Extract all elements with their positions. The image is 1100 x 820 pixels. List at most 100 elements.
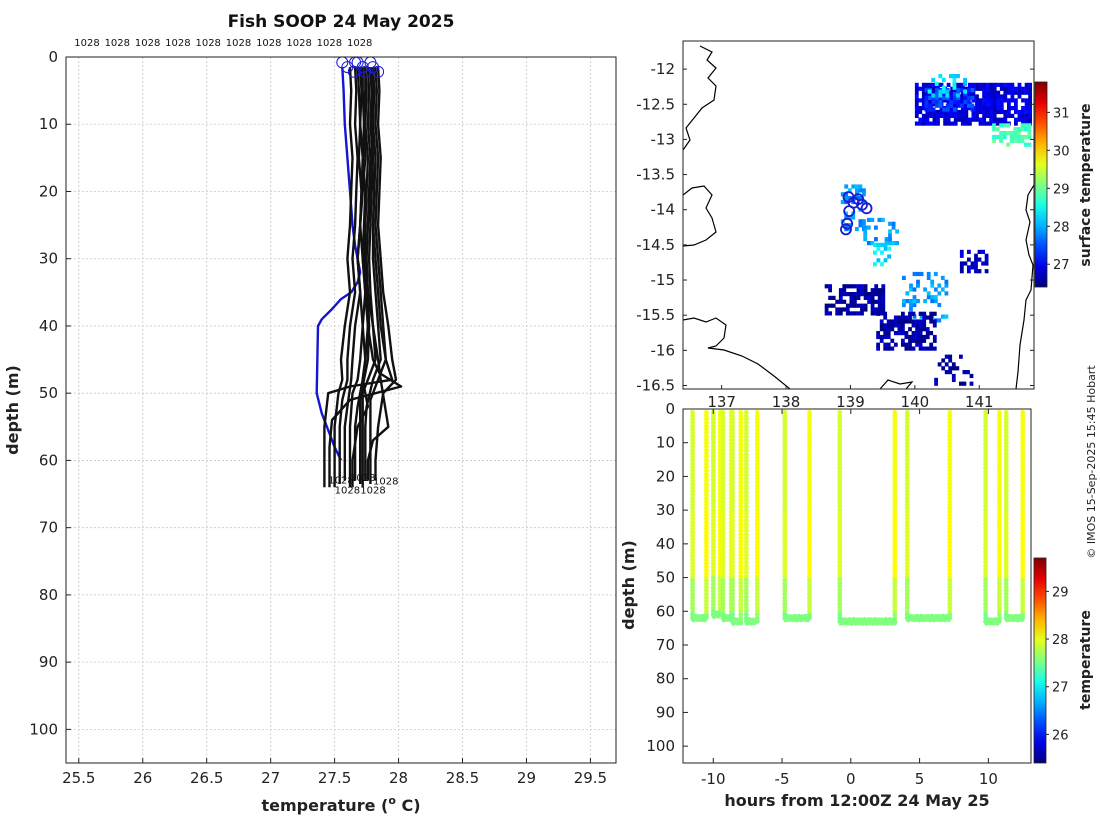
profiles-y-tick-label: 60 [39, 451, 58, 469]
map-sst-patch-9 [876, 311, 937, 351]
map-colorbar-tick-label: 31 [1053, 106, 1070, 121]
map-colorbar-tick-label: 29 [1053, 182, 1070, 197]
section-cast-6 [837, 410, 898, 626]
section-x-tick-label: 5 [915, 770, 925, 788]
section-panel: -10 -5 0 5 10 0 10 20 30 40 50 60 70 80 90 100 hours f… [619, 400, 1094, 810]
section-colorbar-label: temperature [1078, 610, 1094, 710]
map-track-point [840, 223, 852, 236]
profiles-y-tick-label: 20 [39, 182, 58, 200]
profiles-x-tick-label: 28.5 [446, 769, 479, 787]
profiles-end-label: 1028 [328, 475, 353, 486]
profiles-y-ticks: 0 10 20 30 40 50 60 70 80 90 100 [29, 48, 71, 738]
profile-series-14 [364, 67, 390, 481]
section-colorbar-tick-label: 27 [1052, 681, 1069, 696]
map-colorbar-tick-label: 30 [1053, 144, 1070, 159]
credit-text: © IMOS 15-Sep-2025 15:45 Hobart [1085, 365, 1098, 559]
section-cast-3 [730, 410, 744, 626]
map-colorbar-tick-label: 28 [1053, 220, 1070, 235]
map-sst-patch-0 [914, 82, 1032, 126]
section-plot-area [683, 409, 1031, 763]
map-y-tick-label: -15 [651, 271, 676, 289]
profiles-x-tick-label: 26.5 [190, 769, 223, 787]
map-y-tick-label: -16 [651, 341, 676, 359]
profiles-y-tick-label: 90 [39, 653, 58, 671]
map-y-tick-label: -16.5 [636, 376, 675, 394]
profiles-top-label: 1028 [317, 38, 342, 49]
map-y-tick-label: -13 [651, 130, 676, 148]
map-colorbar-label: surface temperature [1078, 103, 1094, 266]
map-x-tick-label: 141 [965, 393, 994, 411]
map-track-point [841, 217, 854, 230]
section-y-tick-label: 40 [656, 535, 675, 553]
section-frame [682, 408, 1032, 764]
coastline-groote [683, 185, 717, 247]
profiles-top-label: 1028 [286, 38, 311, 49]
section-points [690, 410, 1026, 626]
profile-series-12 [328, 67, 403, 488]
section-cast-8 [983, 410, 1002, 626]
map-x-ticks: 137 138 139 140 141 [707, 385, 994, 411]
map-x-tick-label: 140 [901, 393, 930, 411]
map-y-ticks: -12 -12.5 -13 -13.5 -14 -14.5 -15 -15.5 -16 -16.5 [636, 60, 1034, 394]
coastline-mornington [879, 379, 914, 389]
map-sst-patch-10 [959, 249, 989, 274]
map-x-tick-label: 138 [772, 393, 801, 411]
coastline-gulf-south [683, 317, 791, 389]
profile-series-8 [364, 67, 382, 481]
map-panel: -12 -12.5 -13 -13.5 -14 -14.5 -15 -15.5 -16 -16.5… [636, 40, 1094, 411]
profiles-y-axis-label: depth (m) [3, 365, 22, 455]
profiles-x-tick-label: 25.5 [62, 769, 95, 787]
figure-title: Fish SOOP 24 May 2025 [228, 12, 455, 32]
profiles-top-labels: 1028 1028 1028 1028 1028 1028 1028 1028 1028 1028 [74, 38, 372, 49]
section-colorbar-ticks: 26 27 28 29 [1046, 585, 1069, 743]
profiles-x-tick-label: 27 [261, 769, 280, 787]
section-y-tick-label: 30 [656, 501, 675, 519]
section-y-tick-label: 10 [656, 434, 675, 452]
profiles-top-label: 1028 [226, 38, 251, 49]
map-colorbar-ticks: 27 28 29 30 31 [1047, 106, 1070, 273]
map-y-tick-label: -14 [651, 201, 676, 219]
section-y-tick-label: 50 [656, 569, 675, 587]
section-y-tick-label: 90 [656, 703, 675, 721]
map-sst-patch-11 [934, 354, 974, 386]
profiles-end-label: 1028 [335, 485, 360, 496]
profiles-x-ticks: 25.5 26 26.5 27 27.5 28 28.5 29 29.5 [62, 758, 607, 787]
profile-series-9 [369, 67, 387, 484]
section-cast-9 [1003, 410, 1026, 623]
coastline-arnhem [683, 45, 717, 151]
profiles-y-tick-label: 80 [39, 586, 58, 604]
profiles-top-label: 1028 [165, 38, 190, 49]
section-y-tick-label: 60 [656, 602, 675, 620]
section-cast-0 [690, 410, 709, 623]
profiles-y-tick-label: 70 [39, 519, 58, 537]
map-x-tick-label: 139 [836, 393, 865, 411]
map-track-point [860, 202, 873, 215]
profiles-x-tick-label: 27.5 [318, 769, 351, 787]
profiles-top-label: 1028 [256, 38, 281, 49]
coastline-cape-york [1015, 184, 1034, 389]
profiles-x-tick-label: 29.5 [574, 769, 607, 787]
profiles-y-tick-label: 100 [29, 720, 58, 738]
profiles-top-label: 1028 [105, 38, 130, 49]
map-track-point [842, 191, 855, 203]
section-x-tick-label: -5 [775, 770, 790, 788]
profiles-end-label: 1028 [373, 477, 398, 488]
section-y-tick-label: 100 [646, 737, 675, 755]
profile-series-13 [351, 67, 370, 488]
profiles-end-label: 1028 [350, 473, 375, 484]
profiles-top-label: 1028 [347, 38, 372, 49]
profiles-y-tick-label: 10 [39, 115, 58, 133]
profiles-x-tick-label: 28 [389, 769, 408, 787]
map-sst-patch-2 [927, 74, 967, 98]
map-track [840, 191, 873, 236]
profiles-surface-markers [336, 56, 385, 78]
section-y-tick-label: 0 [665, 400, 675, 418]
section-y-ticks: 0 10 20 30 40 50 60 70 80 90 100 [646, 400, 688, 755]
profiles-x-tick-label: 26 [133, 769, 152, 787]
map-plot-area [683, 41, 1034, 389]
map-y-tick-label: -15.5 [636, 306, 675, 324]
profile-series-10 [374, 67, 398, 481]
profile-series-2 [338, 67, 359, 484]
